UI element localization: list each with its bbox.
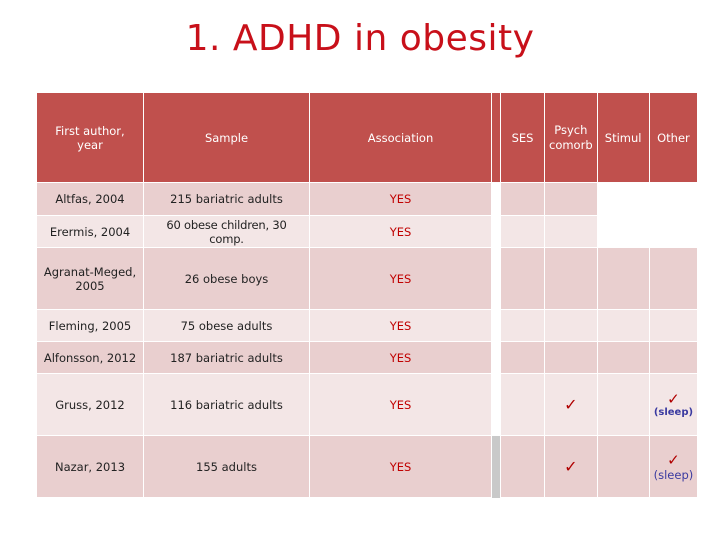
sample-cell: 155 adults [143,435,310,498]
ses-cell [500,373,545,436]
other-cell [648,341,699,374]
stimul-cell [596,247,650,310]
other-cell: ✓ (sleep) [648,435,699,498]
ses-cell [500,309,545,342]
sample-cell: 75 obese adults [143,309,310,342]
sample-cell: 116 bariatric adults [143,373,310,436]
header-other: Other [648,92,699,183]
header-gap [491,92,501,183]
other-cell: ✓ (sleep) [648,373,699,436]
association-cell: YES [309,435,492,498]
author-cell: Altfas, 2004 [36,182,144,216]
table-row: Alfonsson, 2012 187 bariatric adults YES [36,341,699,374]
sample-cell: 187 bariatric adults [143,341,310,374]
other-cell [648,215,699,248]
psych-cell [544,182,598,216]
stimul-cell [596,215,650,248]
other-note: (sleep) [653,407,694,418]
header-stimul: Stimul [596,92,650,183]
psych-cell: ✓ [544,435,598,498]
gap-cell [491,215,501,248]
other-note: (sleep) [653,467,694,482]
sample-cell: 26 obese boys [143,247,310,310]
other-cell [648,247,699,310]
ses-cell [500,247,545,310]
table-row: Agranat-Meged, 2005 26 obese boys YES [36,247,699,310]
psych-cell [544,309,598,342]
gap-cell [491,309,501,342]
author-cell: Alfonsson, 2012 [36,341,144,374]
sample-cell: 60 obese children, 30 comp. [143,215,310,248]
ses-cell [500,435,545,498]
psych-cell [544,341,598,374]
sample-cell: 215 bariatric adults [143,182,310,216]
ses-cell [500,182,545,216]
author-cell: Nazar, 2013 [36,435,144,498]
gap-cell [491,182,501,216]
author-cell: Agranat-Meged, 2005 [36,247,144,310]
gap-cell [491,435,501,498]
check-icon: ✓ [564,395,578,414]
header-psych: Psych comorb [544,92,598,183]
association-cell: YES [309,182,492,216]
check-icon: ✓ [667,390,680,408]
table-row: Altfas, 2004 215 bariatric adults YES [36,182,699,216]
stimul-cell [596,341,650,374]
slide-title: 1. ADHD in obesity [185,18,535,59]
association-cell: YES [309,215,492,248]
ses-cell [500,215,545,248]
header-sample: Sample [143,92,310,183]
association-cell: YES [309,247,492,310]
table-row: Nazar, 2013 155 adults YES ✓ ✓ (sleep) [36,435,699,498]
stimul-cell [596,435,650,498]
gap-cell [491,247,501,310]
other-cell [648,309,699,342]
author-cell: Gruss, 2012 [36,373,144,436]
author-cell: Fleming, 2005 [36,309,144,342]
header-row: First author, year Sample Association SE… [36,92,699,183]
header-author: First author, year [36,92,144,183]
table-row: Gruss, 2012 116 bariatric adults YES ✓ ✓… [36,373,699,436]
other-cell [648,182,699,216]
stimul-cell [596,309,650,342]
ses-cell [500,341,545,374]
stimul-cell [596,182,650,216]
studies-table: First author, year Sample Association SE… [36,92,699,498]
table-row: Erermis, 2004 60 obese children, 30 comp… [36,215,699,248]
psych-cell: ✓ [544,373,598,436]
check-icon: ✓ [667,450,680,469]
psych-cell [544,215,598,248]
check-icon: ✓ [564,457,578,476]
association-cell: YES [309,341,492,374]
table-row: Fleming, 2005 75 obese adults YES [36,309,699,342]
author-cell: Erermis, 2004 [36,215,144,248]
gap-cell [491,341,501,374]
psych-cell [544,247,598,310]
association-cell: YES [309,309,492,342]
header-ses: SES [500,92,545,183]
stimul-cell [596,373,650,436]
gap-cell [491,373,501,436]
association-cell: YES [309,373,492,436]
header-association: Association [309,92,492,183]
